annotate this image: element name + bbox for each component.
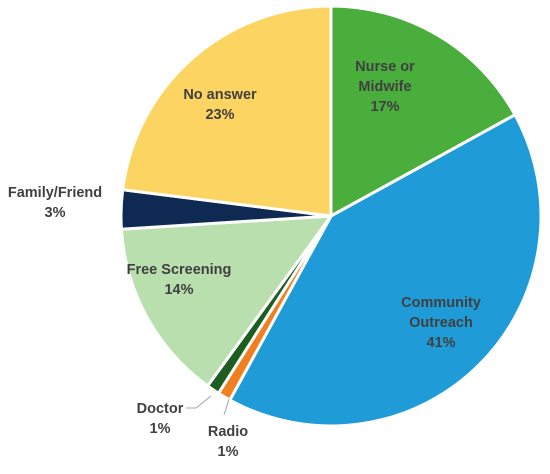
pie-label-radio: Radio 1%: [208, 424, 248, 460]
leader-lines: [186, 395, 230, 416]
leader-line-radio: [223, 398, 230, 416]
pie-slice-free-screening: [119, 214, 333, 388]
pie-label-community-outreach: Community Outreach 41%: [401, 295, 481, 351]
pie-label-no-answer: No answer 23%: [183, 87, 257, 123]
pie-slice-nurse-or-midwife: [329, 4, 517, 218]
pie-label-family-friend: Family/Friend 3%: [8, 185, 102, 221]
pie-slices: [119, 4, 543, 428]
pie-slice-no-answer: [121, 4, 333, 218]
leader-line-doctor: [186, 395, 212, 409]
pie-slice-community-outreach: [228, 113, 543, 428]
pie-label-nurse-or-midwife: Nurse or Midwife 17%: [355, 59, 415, 115]
pie-label-free-screening: Free Screening 14%: [127, 262, 232, 298]
pie-labels: Nurse or Midwife 17% Community Outreach 41% Ra…: [8, 59, 481, 460]
pie-label-doctor: Doctor 1%: [137, 401, 184, 437]
